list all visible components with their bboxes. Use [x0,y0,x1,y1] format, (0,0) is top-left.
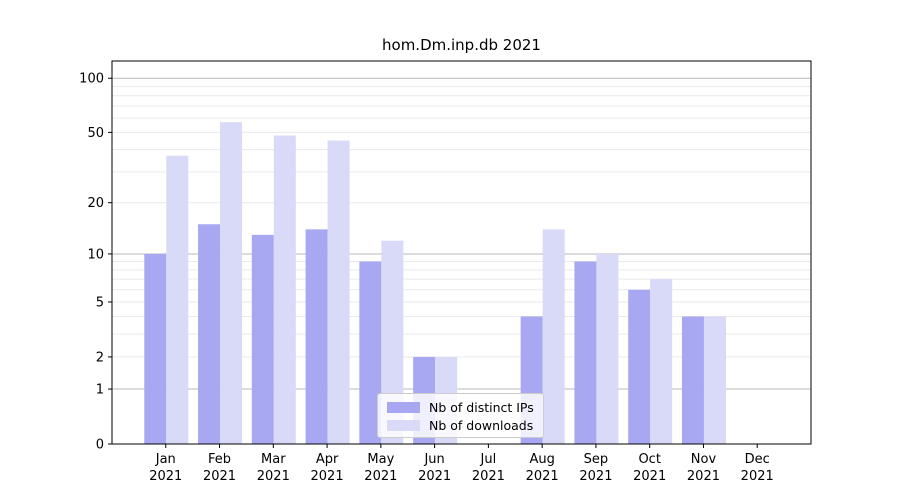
plot-frame [111,60,812,445]
x-tick-label-year: 2021 [526,469,559,484]
y-tick-label: 20 [87,196,104,211]
bar-nb-of-downloads-apr-2021 [327,140,350,444]
x-tick-label-year: 2021 [203,469,236,484]
x-tick-label-month: Jan [155,452,176,467]
bar-nb-of-distinct-ips-sep-2021 [574,261,597,444]
bar-nb-of-downloads-nov-2021 [703,316,726,444]
x-tick-label-month: Sep [584,452,609,467]
bar-nb-of-downloads-oct-2021 [650,279,673,444]
bar-nb-of-downloads-jan-2021 [166,155,189,444]
bar-nb-of-distinct-ips-apr-2021 [305,229,328,444]
bar-nb-of-distinct-ips-may-2021 [359,261,382,444]
x-tick-label-month: May [367,452,394,467]
y-tick-label: 2 [96,350,104,365]
y-tick-label: 1 [96,383,104,398]
x-tick-label-month: Dec [745,452,770,467]
x-tick-label-year: 2021 [364,469,397,484]
legend-label: Nb of downloads [429,417,534,433]
y-tick-label: 50 [87,126,104,141]
legend-item-nb-of-downloads: Nb of downloads [378,417,543,434]
x-tick-label-month: Feb [208,452,231,467]
y-tick-label: 10 [87,247,104,262]
bar-nb-of-downloads-mar-2021 [273,135,296,444]
bar-nb-of-downloads-sep-2021 [596,253,619,444]
x-tick-label-year: 2021 [741,469,774,484]
bar-nb-of-downloads-aug-2021 [542,229,565,444]
bar-nb-of-distinct-ips-feb-2021 [198,224,221,444]
x-tick-label-month: Jul [480,452,497,467]
legend: Nb of distinct IPs Nb of downloads [377,393,544,438]
x-tick-label-year: 2021 [257,469,290,484]
bar-nb-of-distinct-ips-mar-2021 [251,234,274,444]
x-tick-label-month: Mar [261,452,286,467]
bar-nb-of-downloads-feb-2021 [220,122,243,445]
x-tick-label-year: 2021 [687,469,720,484]
x-tick-label-month: Aug [529,452,554,467]
x-tick-label-year: 2021 [418,469,451,484]
legend-swatch-nb-of-distinct-ips [387,401,420,413]
legend-item-nb-of-distinct-ips: Nb of distinct IPs [378,399,543,416]
bar-nb-of-distinct-ips-oct-2021 [628,289,651,444]
x-tick-label-month: Apr [316,452,339,467]
x-tick-label-year: 2021 [472,469,505,484]
x-tick-label-month: Nov [691,452,717,467]
chart-title: hom.Dm.inp.db 2021 [382,36,541,54]
x-tick-label-year: 2021 [311,469,344,484]
x-tick-label-year: 2021 [149,469,182,484]
y-tick-label: 100 [79,72,104,87]
bar-nb-of-distinct-ips-jan-2021 [144,253,167,444]
legend-label: Nb of distinct IPs [429,399,534,415]
x-tick-label-month: Oct [638,452,660,467]
legend-swatch-nb-of-downloads [387,419,420,431]
x-tick-label-month: Jun [423,452,444,467]
bar-nb-of-distinct-ips-nov-2021 [681,316,704,444]
x-tick-label-year: 2021 [633,469,666,484]
y-tick-label: 5 [96,295,104,310]
x-tick-label-year: 2021 [579,469,612,484]
y-tick-label: 0 [96,438,104,453]
